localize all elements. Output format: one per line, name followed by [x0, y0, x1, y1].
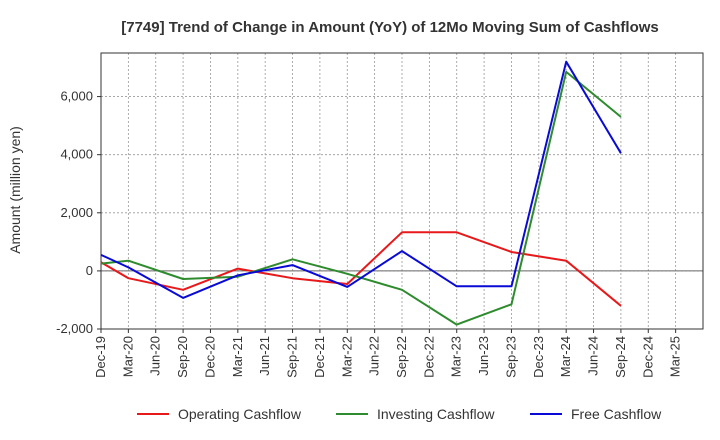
- y-tick-label: 0: [86, 263, 93, 278]
- legend: Operating Cashflow Investing Cashflow Free…: [137, 406, 662, 422]
- x-tick-label: Mar-24: [558, 336, 573, 377]
- x-tick-label: Sep-20: [175, 336, 190, 378]
- free-cashflow-line: [100, 60, 622, 299]
- x-tick-label: Sep-24: [613, 336, 628, 378]
- y-tick-label: 4,000: [60, 147, 93, 162]
- legend-label-investing-cashflow: Investing Cashflow: [377, 406, 495, 422]
- x-tick-label: Mar-22: [339, 336, 354, 377]
- x-tick-label: Mar-23: [449, 336, 464, 377]
- x-tick-label: Dec-24: [640, 336, 655, 378]
- legend-label-operating-cashflow: Operating Cashflow: [178, 406, 302, 422]
- x-tick-label: Dec-23: [531, 336, 546, 378]
- x-tick-label: Dec-20: [202, 336, 217, 378]
- legend-label-free-cashflow: Free Cashflow: [571, 406, 662, 422]
- operating-cashflow-line: [100, 231, 622, 307]
- x-tick-label: Mar-25: [668, 336, 683, 377]
- investing-cashflow-line: [100, 70, 622, 326]
- y-axis-label: Amount (million yen): [7, 126, 23, 254]
- x-tick-label: Dec-21: [312, 336, 327, 378]
- y-tick-label: -2,000: [56, 321, 93, 336]
- x-tick-label: Jun-23: [476, 336, 491, 376]
- x-tick-label: Jun-22: [367, 336, 382, 376]
- x-tick-label: Dec-19: [93, 336, 108, 378]
- x-tick-label: Dec-22: [421, 336, 436, 378]
- chart-title: [7749] Trend of Change in Amount (YoY) o…: [121, 19, 659, 36]
- x-tick-label: Mar-20: [120, 336, 135, 377]
- x-tick-label: Sep-23: [503, 336, 518, 378]
- x-tick-label: Sep-22: [394, 336, 409, 378]
- x-tick-label: Jun-20: [148, 336, 163, 376]
- plot-area: -2,000 0 2,000 4,000 6,000 Dec-19 Mar-20 Jun-20…: [56, 52, 704, 378]
- y-tick-label: 2,000: [60, 205, 93, 220]
- x-tick-label: Jun-21: [257, 336, 272, 376]
- x-tick-label: Sep-21: [285, 336, 300, 378]
- y-tick-label: 6,000: [60, 89, 93, 104]
- x-tick-label: Jun-24: [586, 336, 601, 376]
- x-tick-label: Mar-21: [230, 336, 245, 377]
